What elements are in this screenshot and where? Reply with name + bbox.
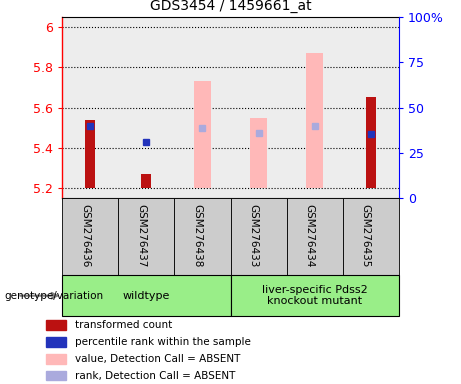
- Text: GSM276433: GSM276433: [248, 204, 259, 267]
- Bar: [174, 198, 230, 275]
- Bar: [118, 198, 174, 275]
- Bar: [287, 198, 343, 275]
- Text: GSM276435: GSM276435: [361, 204, 371, 267]
- Text: value, Detection Call = ABSENT: value, Detection Call = ABSENT: [75, 354, 241, 364]
- Text: GSM276438: GSM276438: [192, 204, 202, 267]
- Text: liver-specific Pdss2
knockout mutant: liver-specific Pdss2 knockout mutant: [262, 285, 367, 306]
- Bar: [230, 198, 287, 275]
- Bar: [174, 17, 230, 198]
- Title: GDS3454 / 1459661_at: GDS3454 / 1459661_at: [150, 0, 311, 13]
- Bar: [306, 53, 323, 188]
- Bar: [47, 354, 66, 364]
- Bar: [287, 17, 343, 198]
- Bar: [194, 81, 211, 188]
- Text: wildtype: wildtype: [123, 291, 170, 301]
- Text: rank, Detection Call = ABSENT: rank, Detection Call = ABSENT: [75, 371, 236, 381]
- Bar: [343, 198, 399, 275]
- Bar: [47, 371, 66, 380]
- Text: percentile rank within the sample: percentile rank within the sample: [75, 337, 251, 347]
- Bar: [47, 337, 66, 347]
- Bar: [85, 119, 95, 188]
- Text: transformed count: transformed count: [75, 320, 172, 330]
- Bar: [343, 17, 399, 198]
- Bar: [62, 198, 118, 275]
- Text: genotype/variation: genotype/variation: [5, 291, 104, 301]
- Bar: [230, 275, 399, 316]
- Bar: [47, 321, 66, 330]
- Bar: [62, 275, 230, 316]
- Bar: [62, 17, 118, 198]
- Text: GSM276437: GSM276437: [136, 204, 146, 267]
- Text: GSM276436: GSM276436: [80, 204, 90, 267]
- Bar: [118, 17, 174, 198]
- Bar: [230, 17, 287, 198]
- Bar: [250, 118, 267, 188]
- Bar: [142, 174, 151, 188]
- Bar: [366, 98, 376, 188]
- Text: GSM276434: GSM276434: [305, 204, 314, 267]
